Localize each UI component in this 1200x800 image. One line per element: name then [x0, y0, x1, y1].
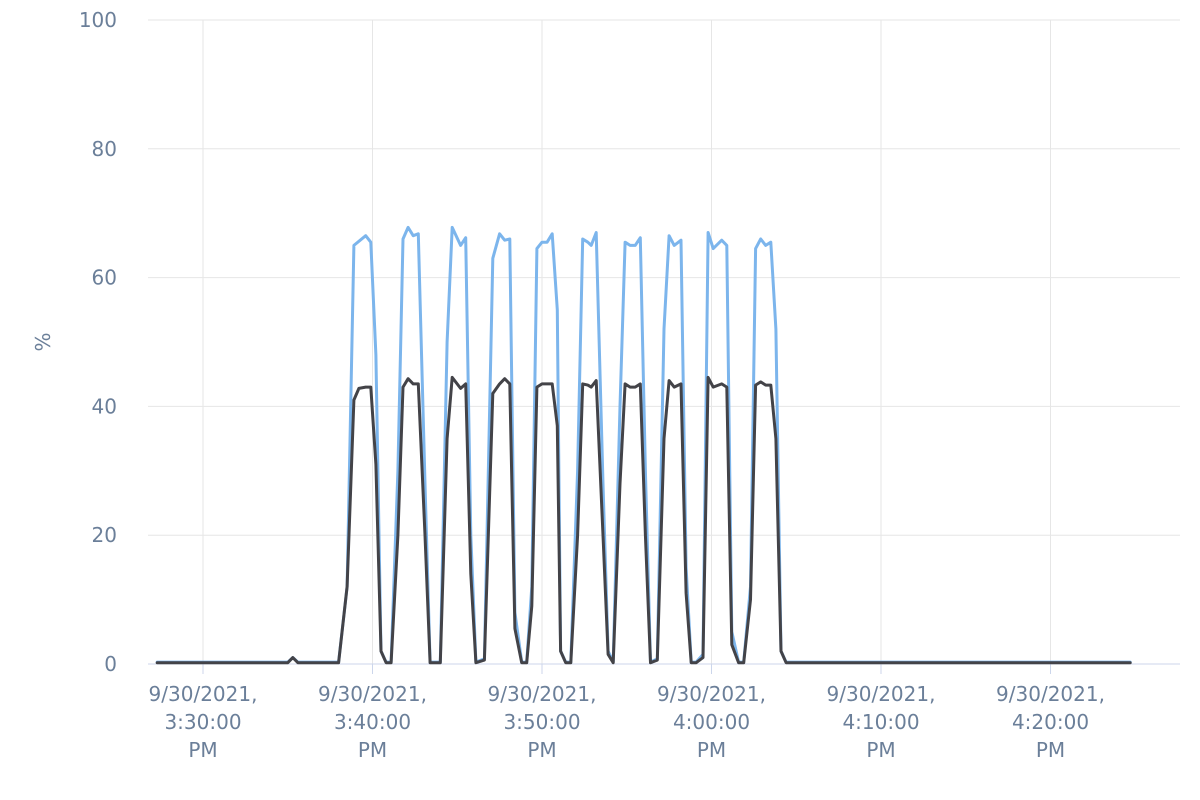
y-tick-label: 40 [92, 394, 117, 418]
x-tick-label: 9/30/2021, 4:20:00 PM [996, 682, 1105, 762]
x-tick-label-line: PM [188, 738, 217, 762]
series-line-2 [155, 375, 1132, 665]
x-tick-label-line: 4:00:00 [673, 710, 750, 734]
y-tick-label: 60 [92, 266, 117, 290]
x-tick-label: 9/30/2021, 4:10:00 PM [827, 682, 936, 762]
x-tick-label: 9/30/2021, 3:50:00 PM [488, 682, 597, 762]
x-tick-label-line: 9/30/2021, [827, 682, 936, 706]
x-tick-label-line: 4:10:00 [842, 710, 919, 734]
grid-layer [148, 19, 1180, 664]
y-tick-label: 80 [92, 137, 117, 161]
y-tick-label: 0 [104, 652, 117, 676]
x-tick-label-line: 9/30/2021, [318, 682, 427, 706]
x-tick-label-line: PM [697, 738, 726, 762]
x-tick-label-line: PM [358, 738, 387, 762]
x-tick-label-line: 4:20:00 [1012, 710, 1089, 734]
x-tick-label-line: PM [866, 738, 895, 762]
y-tick-label: 20 [92, 523, 117, 547]
x-tick-label: 9/30/2021, 3:40:00 PM [318, 682, 427, 762]
x-tick-label-line: 3:30:00 [164, 710, 241, 734]
x-tick-label-line: 3:40:00 [334, 710, 411, 734]
x-tick-label-line: 9/30/2021, [488, 682, 597, 706]
y-axis-label: % [31, 332, 55, 351]
x-tick-label-line: 9/30/2021, [657, 682, 766, 706]
x-tick-label-line: 9/30/2021, [996, 682, 1105, 706]
x-tick-label-line: 3:50:00 [503, 710, 580, 734]
x-tick-label: 9/30/2021, 3:30:00 PM [149, 682, 258, 762]
x-tick-label-line: 9/30/2021, [149, 682, 258, 706]
series-layer [155, 225, 1132, 665]
x-tick-label-line: PM [1036, 738, 1065, 762]
x-tick-label-line: PM [527, 738, 556, 762]
y-tick-label: 100 [79, 8, 117, 32]
x-tick-label: 9/30/2021, 4:00:00 PM [657, 682, 766, 762]
